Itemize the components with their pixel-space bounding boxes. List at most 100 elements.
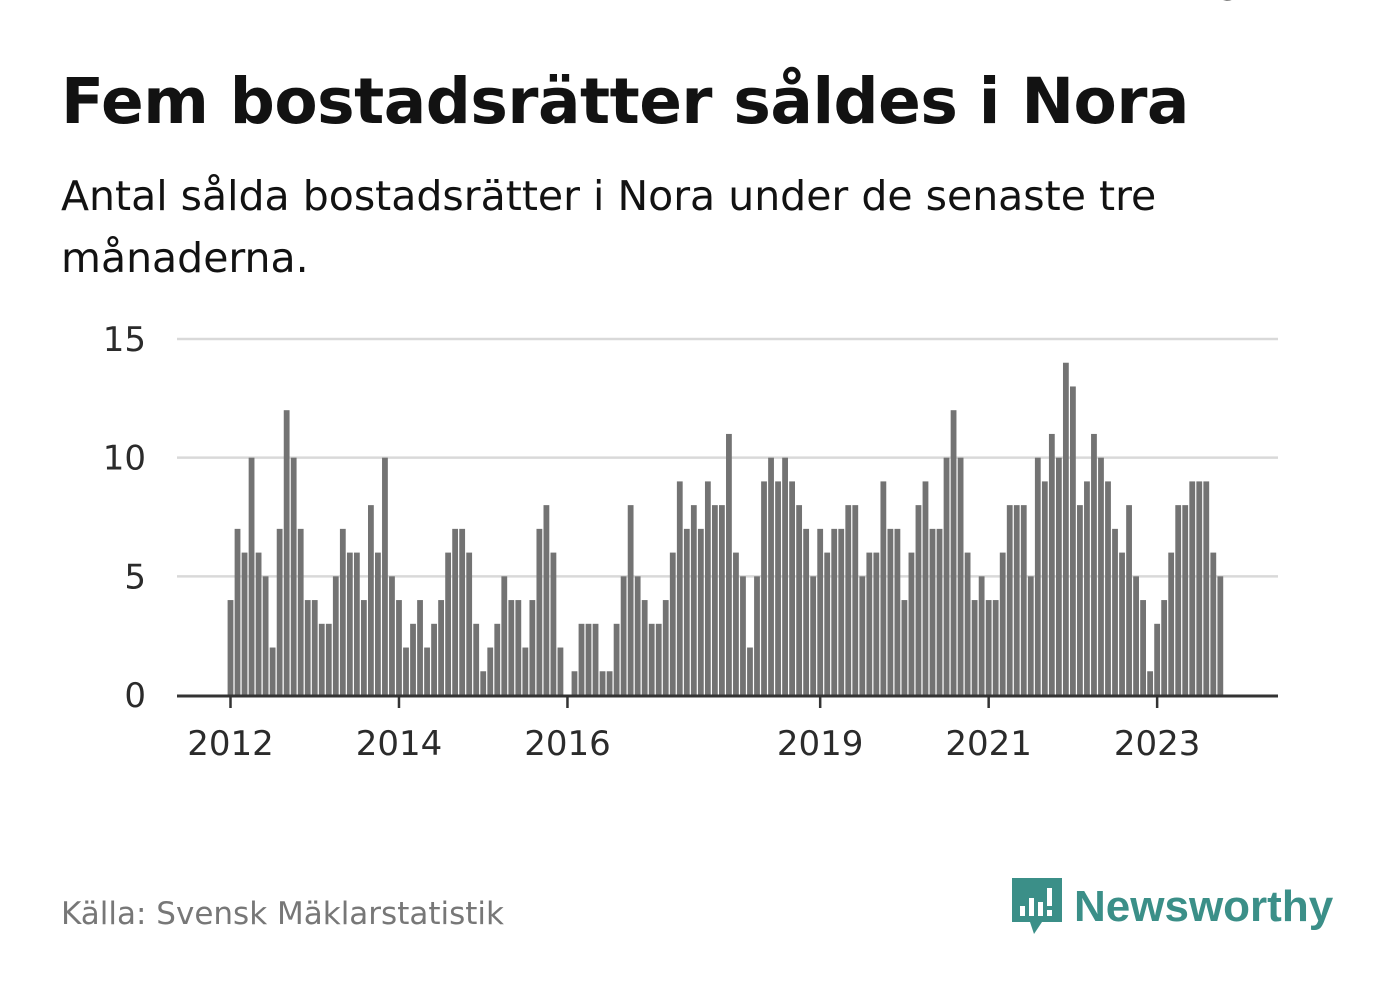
bar: [747, 647, 753, 695]
bar: [255, 552, 262, 695]
bar: [543, 505, 550, 695]
bar: [1182, 505, 1189, 695]
bar: [360, 600, 367, 695]
bar: [761, 481, 767, 695]
bar: [873, 552, 880, 695]
bar: [845, 505, 852, 695]
bar: [817, 528, 824, 695]
bar: [669, 552, 676, 695]
bar: [1091, 433, 1097, 695]
bar: [831, 528, 838, 695]
bar: [810, 576, 817, 695]
bar: [943, 457, 950, 695]
bar: [740, 576, 746, 695]
bar: [1055, 457, 1062, 695]
bar: [325, 623, 332, 695]
x-tick-label: 2014: [356, 724, 443, 764]
bar: [339, 528, 346, 695]
bar: [992, 600, 999, 695]
bar: [311, 600, 318, 695]
bar: [1027, 576, 1034, 695]
bars: [227, 362, 1224, 695]
bar: [964, 552, 971, 695]
x-tick-label: 2016: [524, 724, 611, 764]
bar: [971, 600, 978, 695]
bar: [1154, 623, 1161, 695]
labels: 0 5 10 15 2012 2014 2016 2019 2021 2023 5: [103, 0, 1243, 764]
bar: [978, 576, 985, 695]
bar: [389, 576, 395, 695]
bar: [676, 481, 683, 695]
bar: [368, 505, 374, 695]
bar: [403, 647, 409, 695]
bar: [417, 600, 423, 695]
bar: [578, 623, 585, 695]
bar: [248, 457, 255, 695]
bar: [683, 528, 690, 695]
bar: [634, 576, 641, 695]
bar: [950, 410, 957, 695]
bar: [494, 623, 501, 695]
bar: [1062, 362, 1069, 695]
source-note: Källa: Svensk Mäklarstatistik: [61, 896, 504, 932]
bar: [592, 623, 599, 695]
y-tick-label: 5: [124, 557, 146, 597]
bar: [613, 623, 620, 695]
bar: [929, 528, 936, 695]
bar: [269, 647, 276, 695]
bar: [1041, 481, 1048, 695]
bar: [1006, 505, 1013, 695]
bar: [641, 600, 648, 695]
bar: [789, 481, 795, 695]
bar: [838, 528, 845, 695]
bar: [880, 481, 887, 695]
bar: [304, 600, 311, 695]
chart-title: Fem bostadsrätter såldes i Nora: [61, 65, 1189, 138]
bar: [557, 647, 564, 695]
bar: [1070, 386, 1076, 695]
x-tick-label: 2012: [187, 724, 274, 764]
bar: [719, 505, 725, 695]
bar: [768, 457, 774, 695]
bar: [726, 433, 732, 695]
bar: [396, 600, 402, 695]
y-tick-label: 0: [124, 676, 146, 716]
bar: [332, 576, 339, 695]
bar: [522, 647, 529, 695]
bar: [431, 623, 437, 695]
bar: [353, 552, 360, 695]
y-tick-label: 10: [103, 439, 146, 479]
bar: [957, 457, 964, 695]
bar: [690, 505, 697, 695]
brand-name: Newsworthy: [1074, 882, 1334, 931]
bar: [662, 600, 669, 695]
bar: [1203, 481, 1210, 695]
bar: [901, 600, 908, 695]
bar: [262, 576, 269, 695]
bar: [290, 457, 297, 695]
bar: [1119, 552, 1125, 695]
bar: [1126, 505, 1132, 695]
bar: [796, 505, 803, 695]
bar: [627, 505, 634, 695]
bar: [648, 623, 655, 695]
bar: [915, 505, 922, 695]
bar: [550, 552, 557, 695]
bar: [1175, 505, 1182, 695]
bar: [697, 528, 704, 695]
bar: [283, 410, 290, 695]
bar: [1189, 481, 1196, 695]
bar: [711, 505, 718, 695]
axes: [177, 694, 1278, 708]
bar: [894, 528, 901, 695]
bar: [508, 600, 515, 695]
bar: [782, 457, 788, 695]
bar: [515, 600, 522, 695]
bar: [466, 552, 473, 695]
bar: [276, 528, 283, 695]
bar: [445, 552, 452, 695]
x-tick-label: 2021: [945, 724, 1032, 764]
bar: [733, 552, 739, 695]
bar: [859, 576, 866, 695]
bar: [704, 481, 711, 695]
